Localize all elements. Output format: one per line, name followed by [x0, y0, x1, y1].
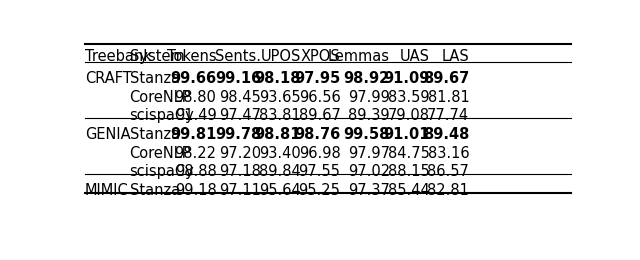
Text: scispaCy: scispaCy	[129, 164, 195, 179]
Text: 98.92: 98.92	[344, 71, 390, 86]
Text: 95.25: 95.25	[298, 183, 340, 198]
Text: 89.84: 89.84	[259, 164, 301, 179]
Text: System: System	[129, 49, 184, 64]
Text: Stanza: Stanza	[129, 71, 180, 86]
Text: 93.65: 93.65	[259, 90, 301, 105]
Text: 98.81: 98.81	[254, 127, 301, 142]
Text: 99.58: 99.58	[344, 127, 390, 142]
Text: 83.16: 83.16	[428, 146, 469, 161]
Text: scispaCy: scispaCy	[129, 108, 195, 124]
Text: CoreNLP: CoreNLP	[129, 90, 191, 105]
Text: 91.09: 91.09	[383, 71, 429, 86]
Text: 98.76: 98.76	[294, 127, 340, 142]
Text: Sents.: Sents.	[215, 49, 261, 64]
Text: GENIA: GENIA	[85, 127, 131, 142]
Text: MIMIC: MIMIC	[85, 183, 129, 198]
Text: 98.18: 98.18	[254, 71, 301, 86]
Text: 99.16: 99.16	[215, 71, 261, 86]
Text: 91.49: 91.49	[175, 108, 216, 124]
Text: 88.15: 88.15	[388, 164, 429, 179]
Text: Stanza: Stanza	[129, 127, 180, 142]
Text: 86.57: 86.57	[428, 164, 469, 179]
Text: 97.02: 97.02	[348, 164, 390, 179]
Text: 97.55: 97.55	[298, 164, 340, 179]
Text: 99.66: 99.66	[170, 71, 216, 86]
Text: CRAFT: CRAFT	[85, 71, 132, 86]
Text: 99.18: 99.18	[175, 183, 216, 198]
Text: 91.01: 91.01	[383, 127, 429, 142]
Text: 79.08: 79.08	[388, 108, 429, 124]
Text: 97.99: 97.99	[348, 90, 390, 105]
Text: 99.78: 99.78	[215, 127, 261, 142]
Text: XPOS: XPOS	[301, 49, 340, 64]
Text: Stanza: Stanza	[129, 183, 180, 198]
Text: UPOS: UPOS	[260, 49, 301, 64]
Text: 98.22: 98.22	[174, 146, 216, 161]
Text: CoreNLP: CoreNLP	[129, 146, 191, 161]
Text: 97.11: 97.11	[219, 183, 261, 198]
Text: 81.81: 81.81	[428, 90, 469, 105]
Text: 89.67: 89.67	[423, 71, 469, 86]
Text: 85.44: 85.44	[388, 183, 429, 198]
Text: LAS: LAS	[442, 49, 469, 64]
Text: 97.37: 97.37	[348, 183, 390, 198]
Text: 97.18: 97.18	[219, 164, 261, 179]
Text: 83.59: 83.59	[388, 90, 429, 105]
Text: Tokens: Tokens	[167, 49, 216, 64]
Text: 97.20: 97.20	[219, 146, 261, 161]
Text: 83.81: 83.81	[259, 108, 301, 124]
Text: 89.39: 89.39	[348, 108, 390, 124]
Text: 98.80: 98.80	[175, 90, 216, 105]
Text: 96.56: 96.56	[299, 90, 340, 105]
Text: 89.67: 89.67	[298, 108, 340, 124]
Text: 93.40: 93.40	[259, 146, 301, 161]
Text: 96.98: 96.98	[299, 146, 340, 161]
Text: 98.88: 98.88	[175, 164, 216, 179]
Text: 99.81: 99.81	[170, 127, 216, 142]
Text: 95.64: 95.64	[259, 183, 301, 198]
Text: UAS: UAS	[399, 49, 429, 64]
Text: Treebank: Treebank	[85, 49, 152, 64]
Text: 98.45: 98.45	[220, 90, 261, 105]
Text: Lemmas: Lemmas	[328, 49, 390, 64]
Text: 97.95: 97.95	[294, 71, 340, 86]
Text: 89.48: 89.48	[423, 127, 469, 142]
Text: 97.97: 97.97	[348, 146, 390, 161]
Text: 77.74: 77.74	[428, 108, 469, 124]
Text: 97.47: 97.47	[219, 108, 261, 124]
Text: 82.81: 82.81	[428, 183, 469, 198]
Text: 84.75: 84.75	[388, 146, 429, 161]
